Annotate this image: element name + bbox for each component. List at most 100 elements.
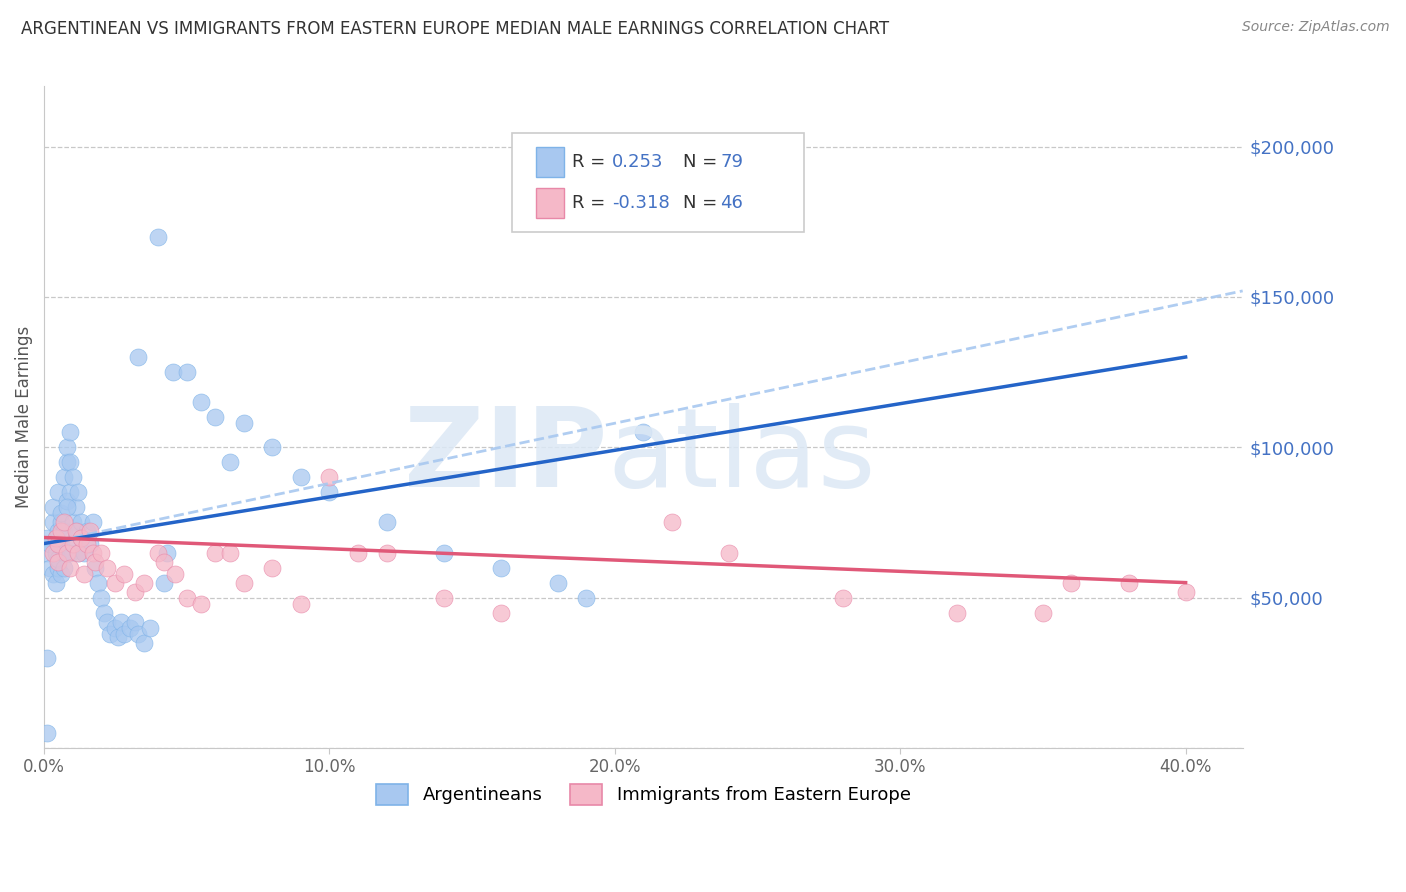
Point xyxy=(87,575,110,590)
Point xyxy=(104,575,127,590)
Text: ARGENTINEAN VS IMMIGRANTS FROM EASTERN EUROPE MEDIAN MALE EARNINGS CORRELATION C: ARGENTINEAN VS IMMIGRANTS FROM EASTERN E… xyxy=(21,20,889,37)
Point xyxy=(93,606,115,620)
Point xyxy=(84,555,107,569)
Point xyxy=(138,621,160,635)
Point xyxy=(104,621,127,635)
Point xyxy=(59,455,82,469)
Point xyxy=(148,545,170,559)
Point xyxy=(127,626,149,640)
Point xyxy=(262,440,284,454)
Point xyxy=(107,630,129,644)
Point xyxy=(53,470,76,484)
Point xyxy=(53,560,76,574)
Point xyxy=(67,545,90,559)
Point xyxy=(218,455,240,469)
Point xyxy=(65,524,87,539)
Point xyxy=(90,545,112,559)
Point xyxy=(96,615,118,629)
Text: R =: R = xyxy=(572,153,612,171)
Point xyxy=(41,516,63,530)
Point xyxy=(127,350,149,364)
Point xyxy=(347,545,370,559)
Point xyxy=(489,560,512,574)
Point xyxy=(67,485,90,500)
Point xyxy=(90,591,112,605)
Point xyxy=(162,365,184,379)
Point xyxy=(124,584,146,599)
Text: 0.253: 0.253 xyxy=(612,153,664,171)
Point xyxy=(290,597,312,611)
Point xyxy=(946,606,969,620)
Point xyxy=(718,545,741,559)
Point xyxy=(1060,575,1083,590)
Point xyxy=(547,575,569,590)
Point xyxy=(56,494,79,508)
Point xyxy=(41,566,63,581)
Point xyxy=(433,591,456,605)
Point xyxy=(375,545,398,559)
Point xyxy=(62,536,84,550)
Point xyxy=(79,524,101,539)
Point xyxy=(62,516,84,530)
Point xyxy=(70,531,93,545)
Point xyxy=(65,500,87,515)
Point xyxy=(70,516,93,530)
Point xyxy=(56,545,79,559)
Point xyxy=(51,566,73,581)
Point xyxy=(62,470,84,484)
Point xyxy=(1174,584,1197,599)
Point xyxy=(262,560,284,574)
Point xyxy=(73,545,96,559)
Point xyxy=(44,531,66,545)
Point xyxy=(59,560,82,574)
Point xyxy=(82,545,104,559)
Point xyxy=(73,566,96,581)
Point xyxy=(118,621,141,635)
Point xyxy=(1118,575,1140,590)
Point xyxy=(65,524,87,539)
Point xyxy=(38,536,60,550)
Point xyxy=(112,566,135,581)
Point xyxy=(290,470,312,484)
Point xyxy=(176,591,198,605)
Point xyxy=(41,545,63,559)
Point xyxy=(56,440,79,454)
Point xyxy=(41,500,63,515)
Point xyxy=(112,626,135,640)
Point xyxy=(1032,606,1054,620)
Text: 79: 79 xyxy=(720,153,742,171)
Point xyxy=(53,545,76,559)
Text: Source: ZipAtlas.com: Source: ZipAtlas.com xyxy=(1241,20,1389,34)
Point xyxy=(48,536,70,550)
Point xyxy=(489,606,512,620)
Point xyxy=(110,615,132,629)
Point xyxy=(433,545,456,559)
Point xyxy=(59,425,82,440)
Point xyxy=(62,536,84,550)
Point xyxy=(153,575,176,590)
Point xyxy=(832,591,855,605)
Point xyxy=(132,636,155,650)
Point xyxy=(48,551,70,566)
Point xyxy=(51,524,73,539)
Point xyxy=(70,531,93,545)
Point xyxy=(44,531,66,545)
Point xyxy=(48,485,70,500)
Text: N =: N = xyxy=(683,153,724,171)
Y-axis label: Median Male Earnings: Median Male Earnings xyxy=(15,326,32,508)
Point xyxy=(76,524,98,539)
Point xyxy=(76,536,98,550)
Point xyxy=(48,524,70,539)
Point xyxy=(232,575,254,590)
Point xyxy=(575,591,598,605)
Point xyxy=(79,536,101,550)
Point xyxy=(44,575,66,590)
Point xyxy=(190,597,212,611)
Point xyxy=(204,410,226,425)
Point xyxy=(375,516,398,530)
Point xyxy=(82,516,104,530)
Point xyxy=(218,545,240,559)
Text: N =: N = xyxy=(683,194,724,212)
Point xyxy=(148,229,170,244)
Point xyxy=(56,500,79,515)
